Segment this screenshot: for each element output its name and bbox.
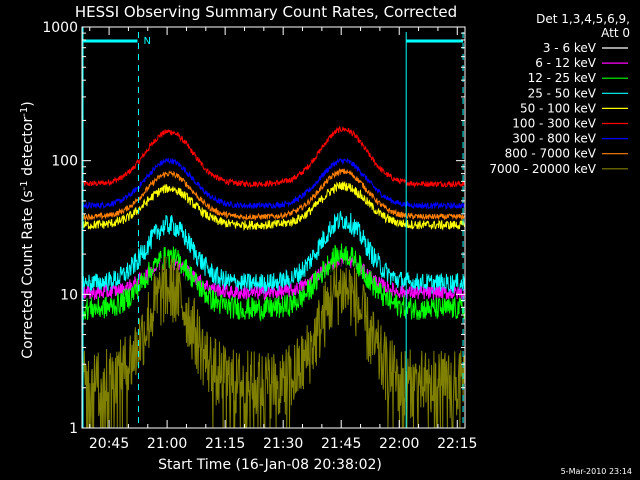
chart-title: HESSI Observing Summary Count Rates, Cor… bbox=[75, 3, 457, 21]
annotation-group: N bbox=[82, 27, 464, 428]
plot-frame bbox=[81, 26, 466, 429]
y-axis-label-exp1: -1 bbox=[19, 180, 30, 190]
x-tick-label-5: 22:00 bbox=[379, 436, 419, 452]
y-tick-label-1: 10 bbox=[60, 287, 78, 303]
series-line-4 bbox=[81, 181, 466, 231]
series-line-2 bbox=[81, 243, 466, 322]
x-tick-label-4: 21:45 bbox=[321, 436, 361, 452]
x-axis-label: Start Time (16-Jan-08 20:38:02) bbox=[158, 457, 382, 473]
y-tick-label-0: 1 bbox=[69, 421, 78, 437]
y-tick-label-2: 100 bbox=[51, 154, 78, 170]
x-tick-label-0: 20:45 bbox=[89, 436, 129, 452]
series-line-7 bbox=[81, 167, 465, 221]
y-axis-label-main: Corrected Count Rate (s bbox=[20, 190, 36, 358]
legend-title-line-1: Det 1,3,4,5,6,9, bbox=[536, 12, 630, 26]
legend-label-7: 800 - 7000 keV bbox=[505, 147, 597, 161]
legend-label-3: 25 - 50 keV bbox=[528, 86, 597, 100]
y-axis-label-end: ) bbox=[20, 101, 36, 106]
x-tick-label-3: 21:30 bbox=[263, 436, 303, 452]
legend-label-6: 300 - 800 keV bbox=[512, 132, 596, 146]
legend-title-line-2: Att 0 bbox=[601, 26, 630, 40]
legend-label-5: 100 - 300 keV bbox=[512, 117, 596, 131]
legend-label-0: 3 - 6 keV bbox=[543, 41, 597, 55]
plot-series-group bbox=[81, 125, 466, 429]
x-tick-label-6: 22:15 bbox=[437, 436, 477, 452]
legend-label-8: 7000 - 20000 keV bbox=[489, 162, 596, 176]
x-tick-label-1: 21:00 bbox=[147, 436, 187, 452]
plot-frame-group bbox=[81, 26, 466, 429]
y-axis-label-mid: detector bbox=[20, 117, 36, 181]
legend-label-1: 6 - 12 keV bbox=[535, 56, 597, 70]
tick-group: 20:45 21:00 21:15 21:30 21:45 22:00 22:15 1 10 10… bbox=[42, 20, 477, 452]
x-tick-label-2: 21:15 bbox=[205, 436, 245, 452]
night-flag-label: N bbox=[143, 36, 150, 47]
y-tick-label-3: 1000 bbox=[42, 20, 78, 36]
legend-label-2: 12 - 25 keV bbox=[528, 71, 597, 85]
footer-timestamp: 5-Mar-2010 23:14 bbox=[561, 467, 632, 476]
y-axis-label: Corrected Count Rate (s-1 detector-1) bbox=[19, 101, 36, 358]
series-line-6 bbox=[81, 157, 466, 210]
y-axis-label-exp2: -1 bbox=[19, 107, 30, 117]
series-line-8 bbox=[81, 256, 466, 429]
legend-label-4: 50 - 100 keV bbox=[520, 101, 597, 115]
series-line-5 bbox=[81, 125, 466, 189]
